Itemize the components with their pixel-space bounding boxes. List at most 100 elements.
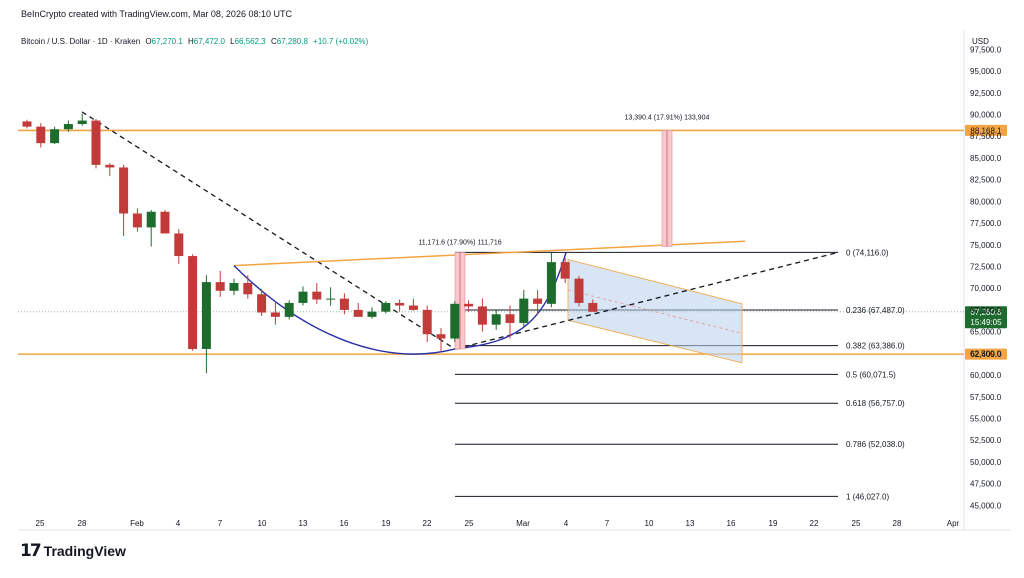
measurement-label: 11,171.6 (17.90%) 111,716	[418, 239, 501, 246]
candle-body	[229, 282, 239, 291]
fib-level-label: 0.786 (52,038.0)	[846, 440, 905, 449]
candle-body	[339, 298, 349, 310]
fib-level-label: 0.382 (63,386.0)	[846, 342, 905, 351]
y-tick-label: 85,000.0	[970, 154, 1002, 163]
candle-body	[146, 211, 156, 228]
candle-body	[36, 126, 46, 144]
candle-body	[381, 302, 391, 312]
y-tick-label: 65,000.0	[970, 328, 1002, 337]
tradingview-brand-name: TradingView	[43, 543, 126, 559]
drawing-layer	[18, 111, 964, 497]
currency-label[interactable]: USD	[972, 37, 989, 46]
y-tick-label: 90,000.0	[970, 110, 1002, 119]
candle-body	[257, 294, 267, 313]
y-tick-label: 80,000.0	[970, 197, 1002, 206]
candle-body	[160, 211, 170, 234]
y-tick-label: 62,500.0	[970, 349, 1002, 358]
candle-body	[546, 262, 556, 304]
candle-body	[270, 312, 280, 317]
price-axis-tag-value: 62,409.0	[970, 350, 1002, 359]
x-tick-label: 22	[423, 519, 432, 528]
price-axis-tag	[965, 306, 1007, 329]
dashed-downtrend-line	[81, 111, 456, 350]
y-tick-label: 95,000.0	[970, 67, 1002, 76]
high-label: H	[188, 37, 194, 46]
y-tick-label: 55,000.0	[970, 414, 1002, 423]
cup-rim-line	[233, 240, 746, 267]
x-tick-label: Apr	[947, 519, 960, 528]
candle-body	[50, 129, 60, 144]
candle-body	[105, 164, 115, 168]
candle-body	[91, 120, 101, 165]
fib-level-label: 1 (46,027.0)	[846, 492, 889, 501]
y-tick-label: 67,500.0	[970, 306, 1002, 315]
fib-level-label: 0.618 (56,757.0)	[846, 399, 905, 408]
candle-body	[174, 233, 184, 257]
symbol-legend: Bitcoin / U.S. Dollar · 1D · Kraken O67,…	[21, 37, 368, 46]
candle-body	[132, 213, 142, 228]
candle-body	[22, 121, 32, 127]
y-tick-label: 47,500.0	[970, 480, 1002, 489]
low-value: 66,562.3	[234, 37, 266, 46]
x-tick-label: 22	[810, 519, 819, 528]
open-value: 67,270.1	[151, 37, 183, 46]
x-tick-label: 19	[769, 519, 778, 528]
x-tick-label: 28	[893, 519, 902, 528]
y-tick-label: 57,500.0	[970, 393, 1002, 402]
candle-body	[464, 303, 474, 307]
y-tick-label: 52,500.0	[970, 436, 1002, 445]
descending-channel	[567, 259, 743, 364]
candle-body	[63, 124, 73, 130]
y-tick-label: 82,500.0	[970, 176, 1002, 185]
x-tick-label: 16	[340, 519, 349, 528]
symbol-name[interactable]: Bitcoin / U.S. Dollar · 1D · Kraken	[21, 37, 141, 46]
x-tick-label: 10	[258, 519, 267, 528]
grid-layer	[18, 30, 1010, 531]
candle-body	[353, 309, 363, 317]
tradingview-logo[interactable]: 17 TradingView	[20, 541, 126, 561]
candle-body	[326, 298, 336, 300]
candle-body	[588, 302, 598, 312]
price-axis-tag	[965, 124, 1007, 136]
candle-body	[77, 120, 87, 125]
fib-level-label: 0.236 (67,487.0)	[846, 306, 905, 315]
dashed-uptrend-line	[454, 251, 839, 350]
y-tick-label: 92,500.0	[970, 89, 1002, 98]
high-value: 67,472.0	[193, 37, 225, 46]
y-tick-label: 50,000.0	[970, 458, 1002, 467]
candle-body	[284, 302, 294, 317]
low-label: L	[230, 37, 235, 46]
candle-body	[201, 282, 211, 349]
x-tick-label: 28	[78, 519, 87, 528]
credit-line: BeInCrypto created with TradingView.com,…	[21, 9, 292, 19]
axis-layer: 97,500.0 95,000.0 92,500.0 90,000.0 87,500.0…	[36, 45, 1002, 528]
y-tick-label: 75,000.0	[970, 241, 1002, 250]
y-tick-label: 97,500.0	[970, 45, 1002, 54]
candle-body	[519, 298, 529, 323]
x-tick-label: 25	[36, 519, 45, 528]
candles-layer	[22, 113, 598, 374]
price-axis-tag-countdown: 15:49:05	[970, 318, 1002, 327]
candle-body	[408, 305, 418, 310]
y-tick-label: 72,500.0	[970, 262, 1002, 271]
candle-body	[533, 298, 543, 304]
x-tick-label: Feb	[130, 519, 144, 528]
candle-body	[422, 309, 432, 335]
price-axis-tag-value: 88,168.1	[970, 126, 1002, 135]
candle-body	[367, 311, 377, 317]
candle-body	[243, 282, 253, 295]
candle-body	[505, 314, 515, 323]
candle-body	[436, 334, 446, 339]
candle-body	[450, 303, 460, 339]
change-value: +10.7 (+0.02%)	[313, 37, 369, 46]
x-tick-label: 4	[564, 519, 569, 528]
y-tick-label: 60,000.0	[970, 371, 1002, 380]
candle-body	[395, 302, 405, 306]
candle-body	[188, 256, 198, 349]
price-axis-tag-value: 67,280.8	[970, 308, 1002, 317]
x-tick-label: 19	[382, 519, 391, 528]
y-tick-label: 77,500.0	[970, 219, 1002, 228]
x-tick-label: 4	[176, 519, 181, 528]
